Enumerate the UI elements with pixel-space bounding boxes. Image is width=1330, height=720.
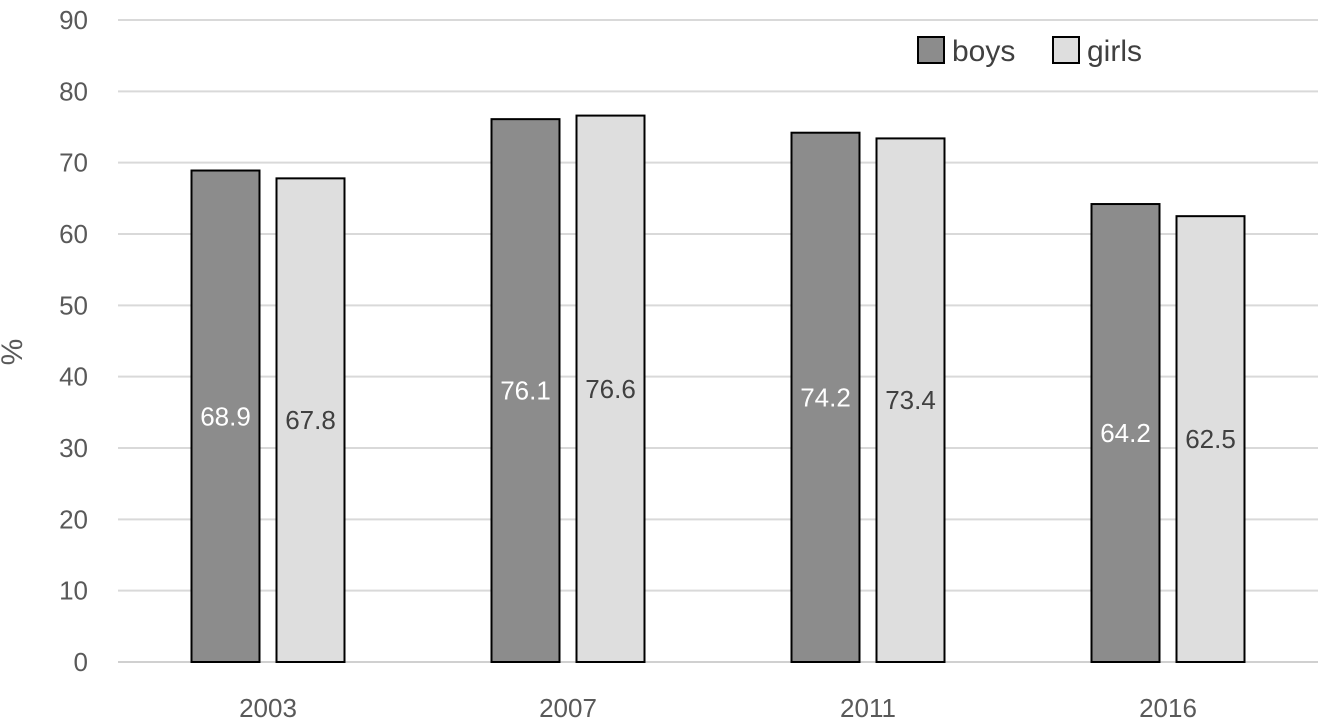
y-tick-label: 90 (59, 5, 88, 35)
legend: boys girls (917, 35, 1142, 68)
bar-girls-2016 (1175, 215, 1246, 664)
data-label: 76.1 (500, 376, 551, 406)
y-tick-label: 40 (59, 362, 88, 392)
legend-label-boys: boys (952, 35, 1015, 68)
y-axis: 0 10 20 30 40 50 60 70 80 90 (59, 5, 88, 677)
data-label: 62.5 (1185, 424, 1236, 454)
y-tick-label: 80 (59, 76, 88, 106)
data-label: 64.2 (1100, 418, 1151, 448)
y-tick-label: 70 (59, 148, 88, 178)
legend-label-girls: girls (1087, 35, 1142, 68)
legend-swatch-girls (1052, 36, 1080, 64)
bar-girls-2003 (275, 177, 346, 664)
data-label: 74.2 (800, 382, 851, 412)
x-axis: 2003 2007 2011 2016 (239, 693, 1197, 720)
y-tick-label: 30 (59, 433, 88, 463)
y-tick-label: 0 (74, 647, 88, 677)
data-label: 68.9 (200, 401, 251, 431)
data-labels: 68.9 67.8 76.1 76.6 74.2 73.4 64.2 62.5 (200, 374, 1236, 454)
x-tick-label: 2003 (239, 693, 297, 720)
data-label: 76.6 (585, 374, 636, 404)
x-tick-label: 2016 (1139, 693, 1197, 720)
bar-girls-2007 (575, 114, 646, 663)
bar-boys-2011 (790, 131, 861, 663)
bars (190, 114, 1246, 664)
bar-boys-2016 (1090, 203, 1161, 663)
x-tick-label: 2007 (539, 693, 597, 720)
bar-boys-2003 (190, 169, 261, 663)
y-axis-title: % (0, 339, 29, 366)
data-label: 73.4 (885, 385, 936, 415)
y-tick-label: 10 (59, 576, 88, 606)
y-tick-label: 50 (59, 290, 88, 320)
data-label: 67.8 (285, 405, 336, 435)
bar-girls-2011 (875, 137, 946, 663)
y-tick-label: 20 (59, 504, 88, 534)
legend-swatch-boys (917, 36, 945, 64)
y-tick-label: 60 (59, 219, 88, 249)
x-tick-label: 2011 (840, 693, 896, 720)
bar-boys-2007 (490, 118, 561, 664)
